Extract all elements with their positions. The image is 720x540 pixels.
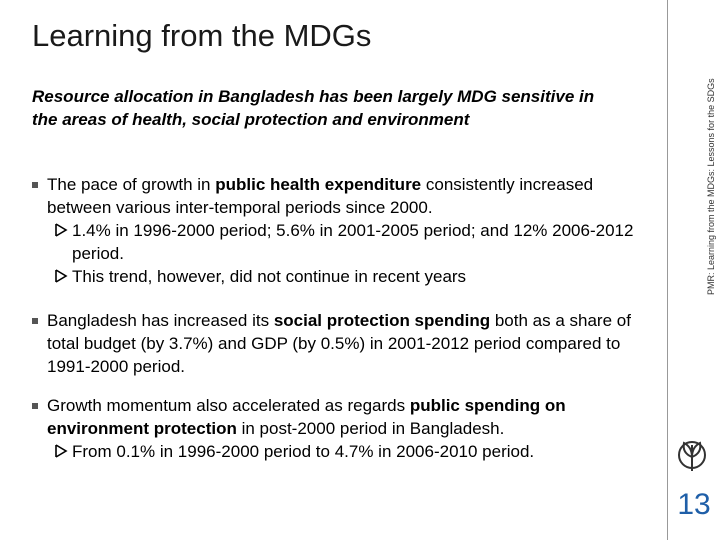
text: in post-2000 period in Bangladesh.: [236, 419, 505, 438]
sub-bullet-marker: [55, 444, 68, 458]
text: Growth momentum also accelerated as rega…: [47, 396, 410, 415]
bullet: Growth momentum also accelerated as rega…: [32, 394, 639, 463]
bullet-marker: [32, 182, 38, 188]
sub-bullet: 1.4% in 1996-2000 period; 5.6% in 2001-2…: [52, 219, 639, 265]
text: The pace of growth in: [47, 175, 216, 194]
sub-bullet-text: From 0.1% in 1996-2000 period to 4.7% in…: [72, 442, 535, 461]
bullet-marker: [32, 403, 38, 409]
text: consistently increased between various i…: [47, 175, 594, 217]
title: Learning from the MDGs: [32, 18, 372, 53]
bold-text: public spending on environment protectio…: [47, 396, 566, 438]
bold-text: public health expenditure: [215, 175, 422, 194]
sub-bullet-text: This trend, however, did not continue in…: [72, 267, 467, 286]
bullet-marker: [32, 318, 38, 324]
sub-bullet-marker: [55, 269, 68, 283]
bullet: The pace of growth in public health expe…: [32, 173, 639, 288]
bullet: Bangladesh has increased its social prot…: [32, 309, 639, 378]
sub-bullet: This trend, however, did not continue in…: [52, 265, 639, 288]
sub-bullet-text: 1.4% in 1996-2000 period; 5.6% in 2001-2…: [72, 221, 634, 263]
text: both as a share of total budget (by 3.7%…: [47, 311, 631, 376]
bold-text: social protection spending: [273, 311, 491, 330]
text: Bangladesh has increased its: [47, 311, 274, 330]
page-number: 13: [677, 488, 711, 521]
divider: [667, 0, 668, 540]
logo: [678, 441, 706, 471]
subtitle: Resource allocation in Bangladesh has be…: [32, 87, 595, 129]
sub-bullet: From 0.1% in 1996-2000 period to 4.7% in…: [52, 440, 639, 463]
side-caption: PMR: Learning from the MDGs: Lessons for…: [706, 78, 716, 295]
sub-bullet-marker: [55, 223, 68, 237]
